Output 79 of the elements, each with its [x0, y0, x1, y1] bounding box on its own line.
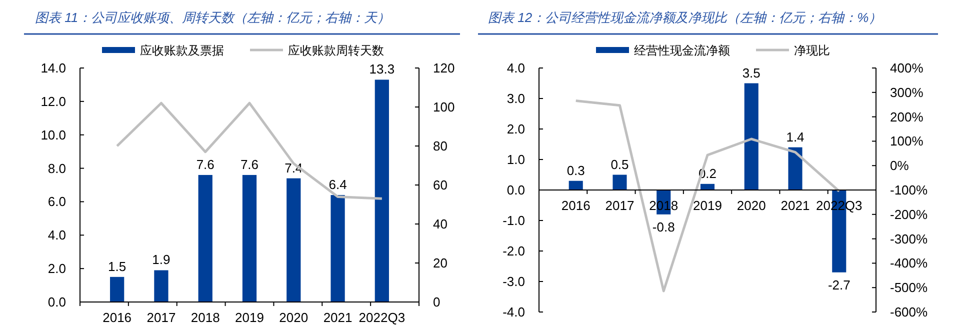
x-tick-label: 2017	[605, 198, 634, 213]
data-label: 3.5	[742, 65, 760, 80]
line-series	[116, 102, 384, 200]
data-label: 13.3	[369, 62, 395, 77]
y-tick-label: 14.0	[40, 60, 66, 76]
x-tick-label: 2017	[146, 310, 176, 325]
y-tick-label: 4.0	[506, 60, 525, 76]
data-label: 7.6	[196, 156, 214, 172]
x-tick-label: 2019	[235, 310, 264, 325]
y-tick-label: 2.0	[506, 122, 525, 136]
y-tick-label: 6.0	[48, 194, 66, 210]
data-label: -0.8	[652, 219, 675, 234]
y2-tick-label: 0%	[890, 158, 910, 174]
x-tick-label: 2022Q3	[358, 310, 406, 325]
bar	[374, 80, 389, 302]
y-tick-label: 8.0	[48, 160, 66, 176]
y-tick-label: 0.0	[48, 294, 66, 310]
y2-tick-label: 0	[433, 294, 440, 310]
bar	[568, 180, 583, 190]
chart-title: 图表 12：公司经营性现金流净额及净现比（左轴：亿元；右轴：%）	[488, 10, 882, 25]
y2-tick-label: -500%	[890, 280, 928, 296]
y-tick-label: 10.0	[40, 127, 66, 142]
data-label: 6.4	[328, 177, 347, 192]
bar	[330, 195, 345, 302]
x-tick-label: 2020	[736, 198, 766, 213]
bar	[154, 270, 168, 302]
data-label: 1.5	[108, 258, 126, 274]
y2-tick-label: -300%	[890, 231, 928, 246]
legend-label: 经营性现金流净额	[634, 44, 730, 58]
y2-tick-label: 100%	[890, 134, 924, 149]
legend-label: 净现比	[794, 44, 830, 58]
bar	[242, 174, 257, 302]
data-label: 1.4	[786, 129, 804, 144]
data-label: 1.9	[152, 252, 170, 268]
data-label: 0.3	[566, 162, 585, 178]
y2-tick-label: 100	[433, 100, 455, 114]
y-tick-label: 4.0	[48, 228, 66, 243]
x-tick-label: 2018	[190, 310, 220, 325]
y2-tick-label: 80	[433, 138, 448, 154]
y-tick-label: 3.0	[506, 91, 525, 106]
bar	[286, 178, 301, 302]
bar	[110, 276, 124, 302]
y-tick-label: -4.0	[502, 304, 525, 320]
y-tick-label: -2.0	[502, 244, 525, 258]
y2-tick-label: 40	[433, 216, 448, 232]
y2-tick-label: 400%	[890, 60, 924, 76]
x-tick-label: 2021	[323, 310, 352, 325]
x-tick-label: 2016	[102, 310, 132, 325]
y2-tick-label: -100%	[890, 182, 928, 198]
y-tick-label: 0.0	[506, 182, 525, 198]
x-tick-label: 2016	[561, 198, 590, 213]
x-tick-label: 2019	[693, 198, 722, 213]
y2-tick-label: 120	[433, 60, 455, 76]
y-tick-label: -1.0	[502, 213, 525, 228]
data-label: -2.7	[828, 277, 850, 292]
x-tick-label: 2020	[279, 310, 308, 325]
y-tick-label: 1.0	[506, 152, 525, 167]
y2-tick-label: 300%	[890, 84, 924, 100]
data-label: 7.6	[240, 156, 259, 172]
bar	[612, 174, 627, 190]
bar	[744, 83, 758, 190]
legend-label: 应收账款及票据	[140, 44, 224, 58]
chart-title: 图表 11：公司应收账项、周转天数（左轴：亿元；右轴：天）	[35, 10, 390, 25]
y2-tick-label: 20	[433, 256, 448, 270]
y2-tick-label: 200%	[890, 109, 924, 124]
y-tick-label: 2.0	[48, 261, 66, 276]
x-tick-label: 2018	[649, 198, 678, 213]
bar	[198, 174, 212, 302]
legend-label: 应收账款周转天数	[288, 44, 384, 58]
y-tick-label: -3.0	[502, 274, 525, 289]
y2-tick-label: -600%	[890, 304, 928, 320]
data-label: 0.5	[610, 156, 629, 172]
y2-tick-label: -400%	[890, 256, 928, 271]
bar	[700, 184, 715, 190]
y2-tick-label: 60	[433, 178, 448, 192]
y2-tick-label: -200%	[890, 206, 928, 222]
x-tick-label: 2021	[780, 198, 810, 213]
y-tick-label: 12.0	[40, 94, 66, 109]
bar	[788, 147, 802, 190]
